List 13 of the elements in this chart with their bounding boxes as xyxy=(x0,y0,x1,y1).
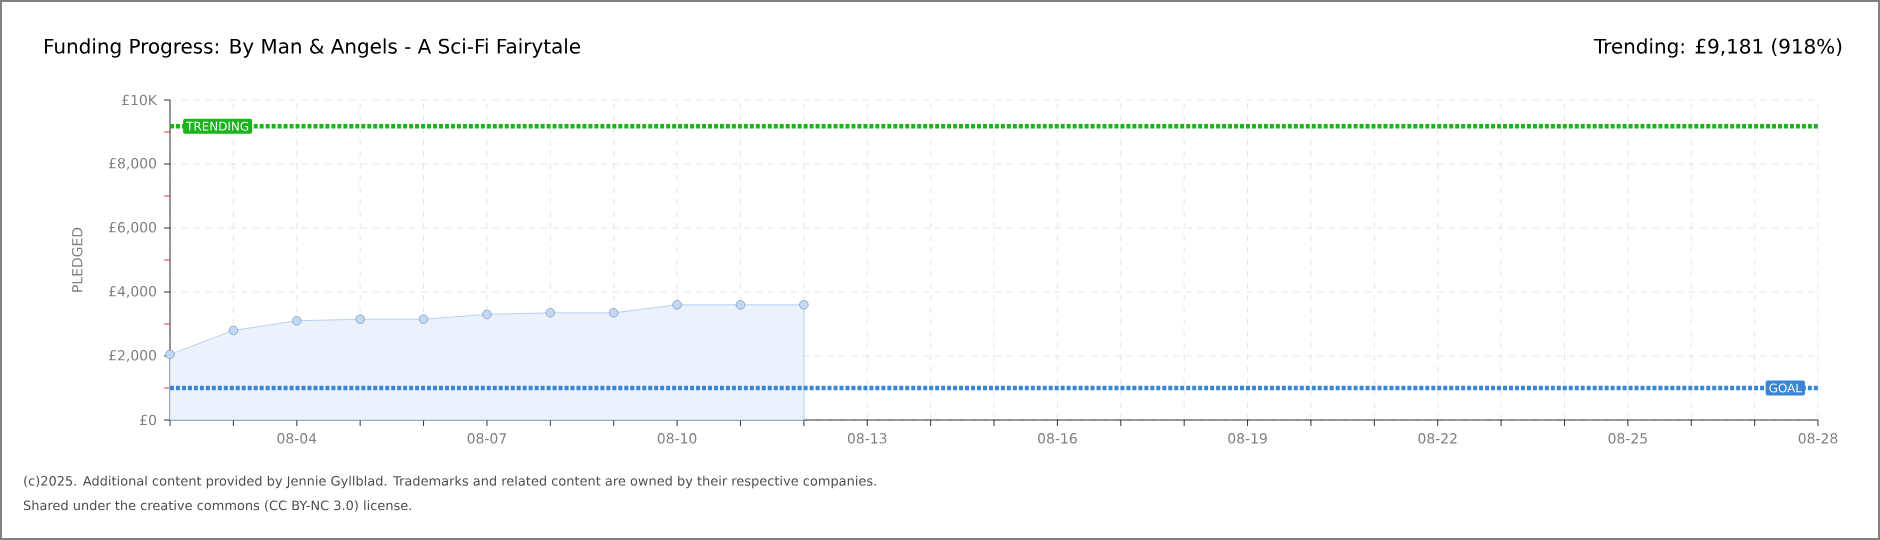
point xyxy=(228,325,239,336)
point xyxy=(418,314,429,324)
point xyxy=(355,314,365,324)
point xyxy=(482,309,492,320)
point xyxy=(735,300,746,310)
point xyxy=(799,300,809,310)
chart-title: Funding Progress: By Man & Angels - A Sci-Fi Fairytale xyxy=(45,38,581,58)
point xyxy=(165,349,175,360)
point xyxy=(608,308,619,318)
text: Trending: £9,181 (918%) xyxy=(1593,38,1842,58)
point xyxy=(292,316,302,326)
point xyxy=(672,300,682,310)
point xyxy=(545,308,556,318)
